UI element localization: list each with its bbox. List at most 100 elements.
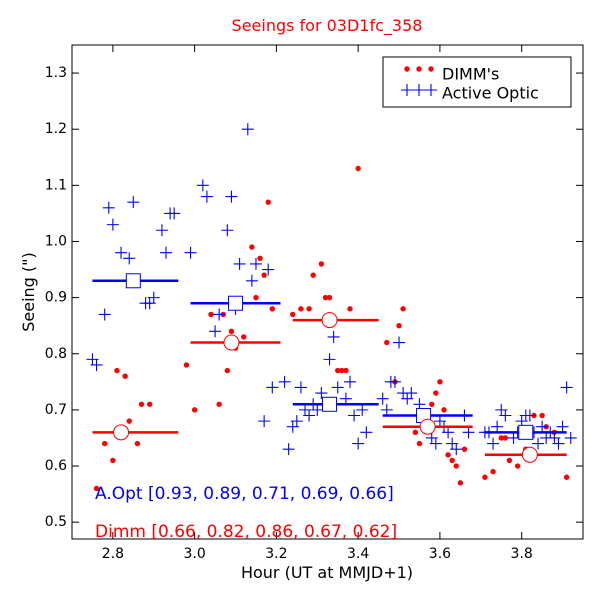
- active-optic-point: [225, 190, 238, 203]
- a-opt-bin-marker: [228, 295, 244, 311]
- active-optic-point: [552, 437, 565, 450]
- y-tick-label: 1.2: [45, 121, 67, 137]
- dimm-point: [126, 418, 132, 424]
- active-optic-point: [233, 257, 246, 270]
- legend-plus: [401, 84, 413, 96]
- dimm-point: [114, 367, 120, 374]
- x-tick-label: 2.8: [102, 546, 124, 562]
- y-axis-ticks: 0.5 0.6 0.7 0.8 0.9 1.0 1.1 1.2 1.3: [45, 65, 583, 530]
- dimm-point: [138, 401, 145, 407]
- dimm-bin-marker: [419, 418, 436, 435]
- active-optic-point: [184, 246, 197, 259]
- x-tick-label: 3.6: [429, 546, 451, 562]
- active-optic-point: [343, 375, 356, 388]
- active-optic-point: [294, 381, 307, 394]
- x-tick-label: 3.0: [184, 546, 206, 562]
- active-optic-point: [127, 196, 140, 209]
- active-optic-point: [376, 392, 389, 405]
- active-optic-point: [393, 336, 406, 349]
- active-optic-point: [266, 381, 279, 394]
- active-optic-point: [221, 224, 234, 237]
- dimm-point: [506, 457, 513, 464]
- dimm-point: [453, 463, 459, 469]
- y-tick-label: 0.5: [45, 514, 67, 530]
- dimm-point: [449, 457, 455, 464]
- legend-dimm-label: DIMM's: [442, 65, 499, 84]
- active-optic-point: [487, 437, 500, 450]
- active-optic-point: [200, 190, 213, 203]
- y-tick-label: 1.3: [45, 65, 67, 81]
- legend-active-optic-label: Active Optic: [442, 84, 539, 103]
- active-optic-point: [560, 381, 573, 394]
- active-optic-point: [499, 409, 512, 422]
- dimm-point: [110, 457, 116, 464]
- active-optic-point: [278, 375, 291, 388]
- dimm-point: [539, 412, 545, 419]
- active-optic-point: [90, 358, 103, 371]
- dimm-point: [412, 429, 419, 436]
- dimm-bin-marker: [321, 312, 338, 329]
- active-optic-point: [323, 353, 336, 366]
- a-opt-bin-marker: [125, 273, 141, 289]
- y-tick-label: 0.9: [45, 290, 67, 306]
- dimm-point: [445, 452, 451, 458]
- dimm-point: [441, 407, 447, 413]
- legend-dimm-dot: [428, 66, 434, 72]
- legend: DIMM's Active Optic: [382, 56, 572, 108]
- dimm-point: [355, 165, 361, 172]
- legend-active-optic-marker: [401, 84, 437, 96]
- x-axis-ticks: 2.8 3.0 3.2 3.4 3.6 3.8: [102, 45, 533, 562]
- active-optic-point: [564, 431, 577, 444]
- active-optic-point: [262, 263, 275, 276]
- dimm-point: [216, 401, 222, 407]
- dimm-point: [396, 322, 402, 329]
- active-optic-point: [258, 415, 271, 428]
- x-axis-label: Hour (UT at MMJD+1): [241, 563, 413, 582]
- active-optic-point: [536, 420, 549, 433]
- dimm-point: [416, 440, 423, 447]
- dimm-point: [208, 311, 214, 318]
- a-opt-bin-marker: [322, 396, 338, 412]
- x-tick-label: 3.2: [265, 546, 287, 562]
- dimm-point: [347, 306, 353, 312]
- active-optic-point: [462, 426, 475, 439]
- active-optic-point: [532, 437, 545, 450]
- dimm-bin-marker: [113, 424, 130, 441]
- active-optic-point: [356, 403, 369, 416]
- active-optic-point: [196, 179, 209, 192]
- dimm-point: [93, 485, 100, 492]
- data-marks: [86, 123, 577, 492]
- active-optic-point: [327, 330, 340, 343]
- dimm-point: [253, 294, 259, 301]
- chart-title: Seeings for 03D1fc_358: [232, 16, 423, 36]
- x-tick-label: 3.8: [511, 546, 533, 562]
- dimm-point: [343, 367, 349, 374]
- dimm-point: [461, 446, 468, 452]
- dimm-bin-marker: [521, 446, 538, 463]
- active-optic-point: [556, 420, 569, 433]
- dimm-point: [433, 390, 439, 396]
- y-tick-label: 0.7: [45, 402, 67, 418]
- active-optic-point: [429, 437, 442, 450]
- active-optic-point: [360, 426, 373, 439]
- dimm-annotation: Dimm [0.66, 0.82, 0.86, 0.67, 0.62]: [95, 522, 397, 542]
- legend-dimm-dot: [416, 66, 422, 72]
- plot-frame: [71, 44, 584, 540]
- dimm-point: [261, 272, 267, 278]
- dimm-point: [400, 306, 406, 312]
- active-optic-point: [331, 381, 344, 394]
- dimm-point: [249, 244, 255, 250]
- active-optic-point: [282, 443, 295, 456]
- active-optic-point: [115, 246, 128, 259]
- active-optic-point: [290, 415, 303, 428]
- legend-dimm-dot: [404, 66, 410, 72]
- dimm-point: [326, 294, 333, 301]
- active-optic-point: [303, 409, 316, 422]
- dimm-point: [290, 311, 296, 318]
- dimm-point: [265, 199, 271, 205]
- dimm-point: [457, 480, 464, 486]
- legend-dimm-marker: [404, 66, 434, 72]
- dimm-point: [306, 306, 312, 312]
- dimm-point: [322, 294, 329, 301]
